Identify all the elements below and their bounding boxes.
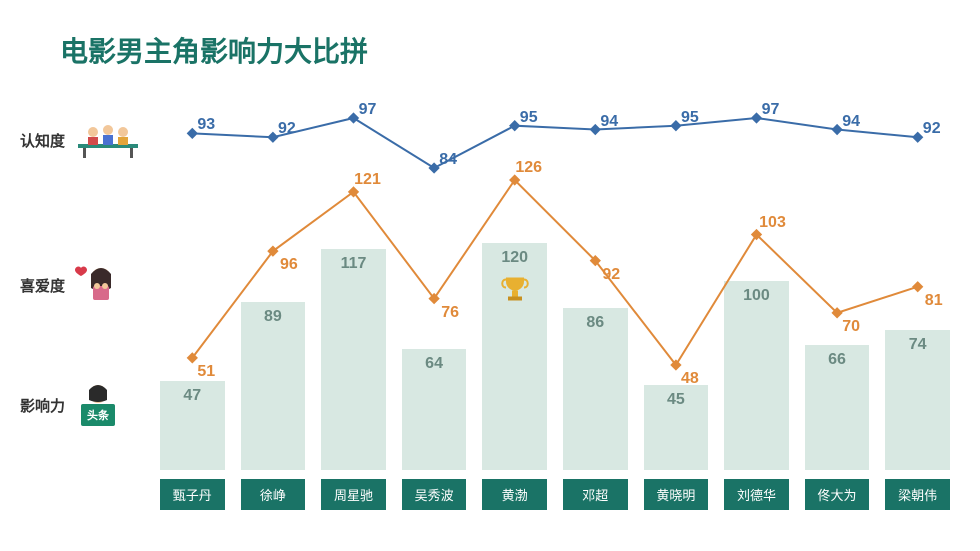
liking-value-label: 81: [925, 292, 943, 310]
x-axis-label: 梁朝伟: [885, 479, 950, 510]
awareness-value-label: 97: [762, 101, 780, 119]
bar-column: 74: [885, 330, 950, 470]
bar: 66: [805, 345, 870, 470]
awareness-value-label: 94: [600, 113, 618, 131]
x-axis-label: 邓超: [563, 479, 628, 510]
bar-value-label: 89: [264, 308, 282, 326]
bar-column: 66: [805, 345, 870, 470]
chart-title: 电影男主角影响力大比拼: [60, 30, 368, 70]
x-axis-label: 佟大为: [805, 479, 870, 510]
bar-column: 47: [160, 381, 225, 470]
liking-value-label: 96: [280, 256, 298, 274]
bar: 47: [160, 381, 225, 470]
y-label-text: 影响力: [20, 395, 65, 416]
x-axis-label: 甄子丹: [160, 479, 225, 510]
bar-value-label: 64: [425, 355, 443, 373]
bar-value-label: 45: [667, 391, 685, 409]
bar-column: 45: [644, 385, 709, 470]
bar-value-label: 74: [909, 336, 927, 354]
x-axis-label: 周星驰: [321, 479, 386, 510]
people-table-icon: [73, 120, 143, 160]
x-axis-label: 刘德华: [724, 479, 789, 510]
liking-value-label: 103: [759, 214, 786, 232]
liking-value-label: 48: [681, 370, 699, 388]
bar-column: 89: [241, 302, 306, 470]
bar-value-label: 120: [501, 249, 528, 267]
x-axis-labels: 甄子丹徐峥周星驰吴秀波黄渤邓超黄晓明刘德华佟大为梁朝伟: [160, 479, 950, 510]
bar-group: 47 89 117 64 120 86 45 100 66 74: [160, 130, 950, 470]
bar-value-label: 86: [586, 314, 604, 332]
awareness-value-label: 92: [923, 120, 941, 138]
bar-column: 86: [563, 308, 628, 470]
bar-value-label: 47: [183, 387, 201, 405]
bar: 86: [563, 308, 628, 470]
bar: 74: [885, 330, 950, 470]
liking-value-label: 70: [842, 318, 860, 336]
chart-plot-area: 47 89 117 64 120 86 45 100 66 74 甄子丹徐峥周星驰吴秀波黄渤邓超黄…: [160, 110, 950, 510]
liking-value-label: 121: [354, 171, 381, 189]
awareness-value-label: 84: [439, 151, 457, 169]
bar-value-label: 117: [341, 255, 367, 273]
bar-value-label: 100: [743, 287, 770, 305]
liking-value-label: 76: [441, 304, 459, 322]
awareness-value-label: 93: [197, 116, 215, 134]
bar-column: 117: [321, 249, 386, 470]
y-label-awareness: 认知度: [20, 120, 143, 160]
liking-value-label: 126: [515, 159, 542, 177]
svg-text:头条: 头条: [87, 408, 110, 422]
x-axis-label: 黄渤: [482, 479, 547, 510]
awareness-value-label: 92: [278, 120, 296, 138]
bar-column: 100: [724, 281, 789, 470]
liking-value-label: 92: [602, 266, 620, 284]
bar: 45: [644, 385, 709, 470]
girl-heart-icon: [73, 260, 123, 310]
bar: 89: [241, 302, 306, 470]
bar-value-label: 66: [828, 351, 846, 369]
awareness-marker: [348, 112, 359, 123]
reading-icon: 头条: [73, 380, 123, 430]
awareness-value-label: 97: [359, 101, 377, 119]
y-label-text: 认知度: [20, 130, 65, 151]
bar: 117: [321, 249, 386, 470]
bar: 64: [402, 349, 467, 470]
awareness-value-label: 94: [842, 113, 860, 131]
trophy-icon: [498, 274, 532, 313]
y-label-influence: 影响力 头条: [20, 380, 123, 430]
bar: 100: [724, 281, 789, 470]
x-axis-label: 徐峥: [241, 479, 306, 510]
bar-column: 64: [402, 349, 467, 470]
y-label-liking: 喜爱度: [20, 260, 123, 310]
awareness-value-label: 95: [681, 109, 699, 127]
x-axis-label: 吴秀波: [402, 479, 467, 510]
y-label-text: 喜爱度: [20, 275, 65, 296]
awareness-marker: [751, 112, 762, 123]
awareness-value-label: 95: [520, 109, 538, 127]
x-axis-label: 黄晓明: [644, 479, 709, 510]
liking-value-label: 51: [197, 363, 215, 381]
